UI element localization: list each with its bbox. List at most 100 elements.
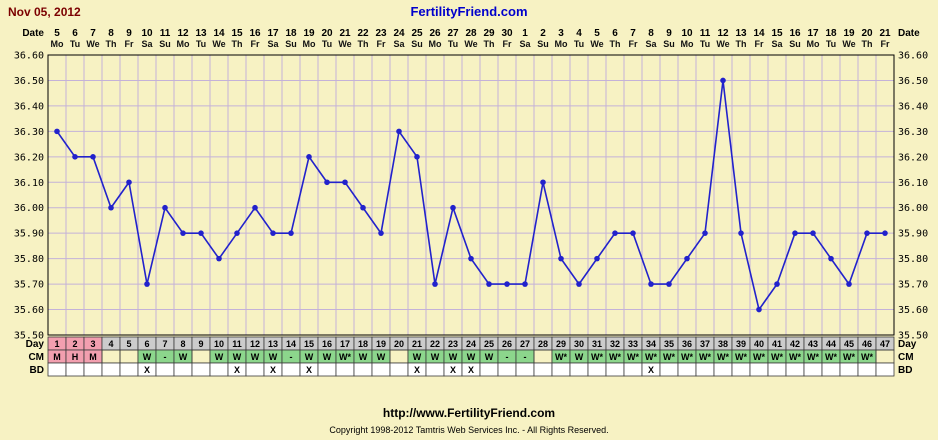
cm-value: W [413, 352, 422, 362]
bd-cell [119, 362, 139, 377]
day-value: 45 [844, 339, 854, 349]
weekday-cell: Fr [755, 39, 764, 49]
cm-value: W* [627, 352, 639, 362]
bd-value: X [648, 365, 654, 375]
temperature-dot [342, 179, 348, 186]
bd-label-left: BD [30, 365, 44, 376]
temp-tick-left: 36.50 [14, 76, 44, 87]
cm-value: W* [735, 352, 747, 362]
cm-cell [389, 349, 409, 364]
date-label-left: Date [22, 28, 44, 39]
date-cell: 20 [861, 28, 873, 39]
day-value: 47 [880, 339, 890, 349]
date-cell: 10 [681, 28, 693, 39]
temperature-dot [288, 230, 294, 236]
bd-cell [569, 362, 589, 377]
cm-value: W* [555, 352, 567, 362]
bd-cell [731, 362, 751, 377]
temperature-dot [72, 154, 78, 160]
date-cell: 5 [54, 28, 60, 39]
cm-value: W* [663, 352, 675, 362]
day-value: 10 [214, 339, 224, 349]
day-value: 35 [664, 339, 674, 349]
date-cell: 8 [108, 28, 114, 39]
date-cell: 10 [141, 28, 153, 39]
temperature-dot [666, 281, 672, 287]
date-cell: 14 [753, 28, 765, 39]
day-label-left: Day [26, 339, 45, 350]
cm-value: W [449, 352, 458, 362]
date-cell: 15 [231, 28, 243, 39]
bd-cell [713, 362, 733, 377]
temperature-dot [144, 281, 150, 287]
day-value: 37 [700, 339, 710, 349]
bd-cell [857, 362, 877, 377]
weekday-cell: Su [159, 39, 171, 49]
temp-tick-right: 36.00 [898, 203, 928, 214]
day-value: 24 [466, 339, 476, 349]
temp-tick-left: 36.10 [14, 178, 44, 189]
cm-cell [101, 349, 121, 364]
temperature-dot [738, 230, 744, 236]
cm-cell [875, 349, 895, 364]
date-cell: 8 [648, 28, 654, 39]
weekday-cell: Th [736, 39, 747, 49]
bd-cell [335, 362, 355, 377]
temp-tick-left: 36.60 [14, 51, 44, 62]
cm-value: - [506, 352, 509, 362]
temperature-dot [504, 281, 510, 287]
temperature-dot [630, 230, 636, 236]
date-cell: 20 [321, 28, 333, 39]
weekday-cell: Su [285, 39, 297, 49]
weekday-cell: Tu [322, 39, 332, 49]
temp-tick-left: 35.80 [14, 254, 44, 265]
bd-cell [47, 362, 67, 377]
temp-tick-left: 36.30 [14, 127, 44, 138]
bd-cell [281, 362, 301, 377]
weekday-cell: Tu [70, 39, 80, 49]
weekday-cell: Th [106, 39, 117, 49]
date-cell: 9 [666, 28, 672, 39]
temperature-dot [306, 154, 312, 160]
temp-tick-left: 35.60 [14, 305, 44, 316]
date-cell: 2 [540, 28, 546, 39]
weekday-cell: Su [411, 39, 423, 49]
weekday-cell: Sa [393, 39, 405, 49]
site-link[interactable]: FertilityFriend.com [410, 4, 528, 19]
weekday-cell: Su [663, 39, 675, 49]
weekday-cell: We [464, 39, 477, 49]
footer-site-link[interactable]: http://www.FertilityFriend.com [382, 406, 556, 420]
weekday-cell: Th [484, 39, 495, 49]
bd-cell [605, 362, 625, 377]
plot-area [48, 55, 894, 335]
weekday-cell: Tu [574, 39, 584, 49]
temperature-dot [594, 255, 600, 262]
date-cell: 24 [393, 28, 405, 39]
temperature-dot [324, 179, 330, 186]
cm-value: W [485, 352, 494, 362]
day-value: 21 [412, 339, 422, 349]
day-value: 33 [628, 339, 638, 349]
temperature-dot [684, 255, 690, 262]
cm-label-right: CM [898, 352, 914, 363]
cm-value: W [179, 352, 188, 362]
weekday-cell: Mo [681, 39, 694, 49]
day-value: 5 [126, 339, 131, 349]
cm-value: W* [609, 352, 621, 362]
temperature-dot [720, 77, 726, 84]
bd-cell [245, 362, 265, 377]
cm-value: W* [339, 352, 351, 362]
cm-value: W [575, 352, 584, 362]
temperature-dot [126, 179, 132, 186]
temperature-dot [846, 281, 852, 287]
temperature-dot [270, 230, 276, 236]
temp-tick-left: 36.20 [14, 152, 44, 163]
weekday-cell: Tu [700, 39, 710, 49]
date-cell: 7 [630, 28, 636, 39]
date-cell: 29 [483, 28, 495, 39]
day-value: 6 [144, 339, 149, 349]
cm-value: W [251, 352, 260, 362]
temperature-dot [702, 230, 708, 236]
bd-value: X [450, 365, 456, 375]
weekday-cell: Fr [503, 39, 512, 49]
